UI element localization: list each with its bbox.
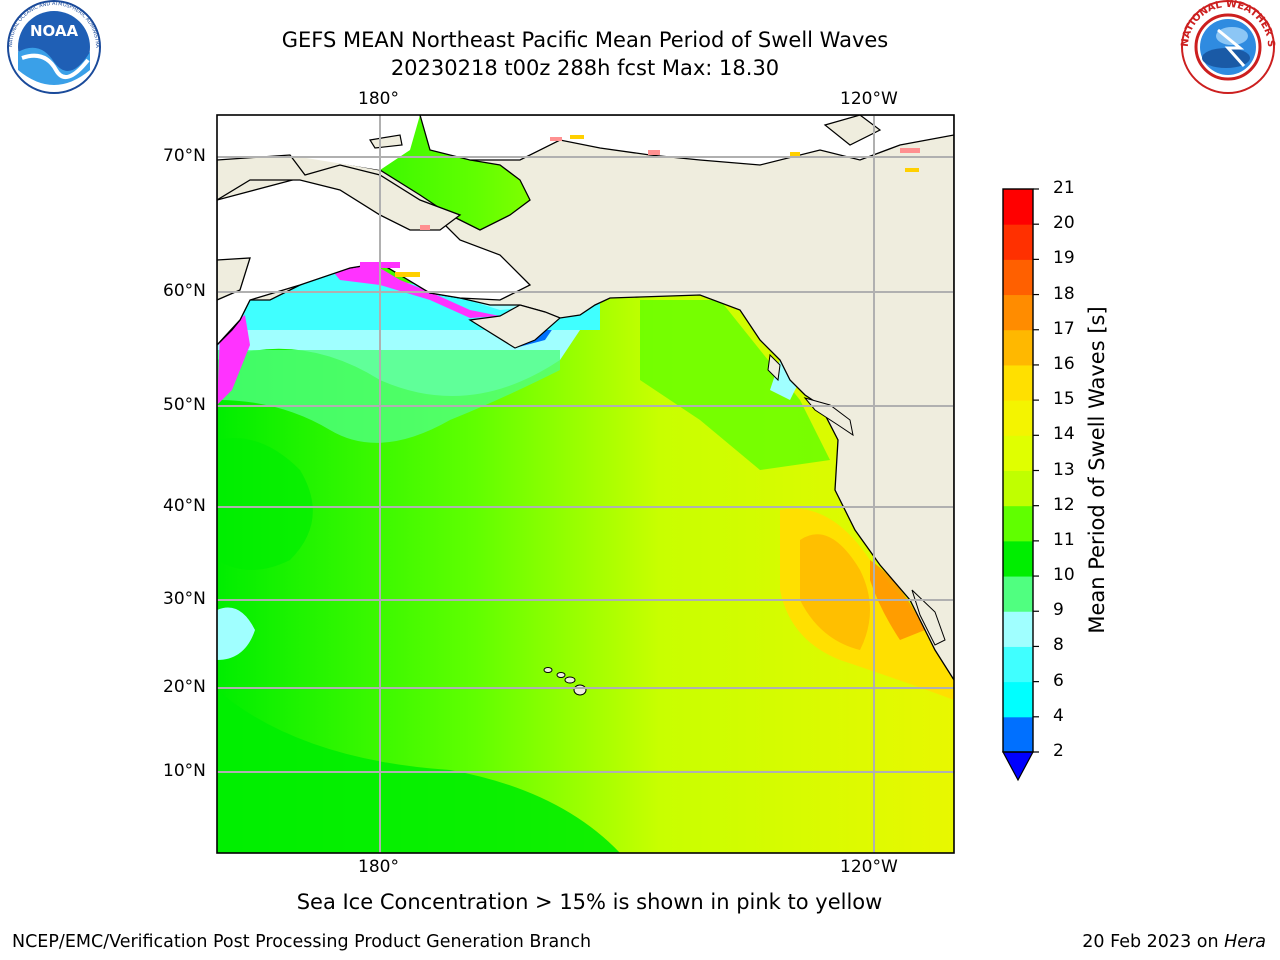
baja-california — [911, 589, 946, 646]
colorbar-tick-label: 2 — [1053, 741, 1064, 761]
colorbar-segment — [1003, 435, 1033, 471]
arctic-ocean — [419, 115, 954, 166]
lon-label-top-120w: 120°W — [840, 89, 898, 109]
lat-label-20n: 20°N — [163, 677, 206, 697]
colorbar-extension — [1001, 751, 1035, 782]
colorbar-segment — [1003, 470, 1033, 507]
swell-field — [217, 262, 954, 853]
colorbar-segment — [1003, 540, 1033, 577]
colorbar-segment — [1003, 294, 1033, 331]
lon-label-top-180: 180° — [358, 89, 399, 109]
colorbar-tick-label: 13 — [1053, 459, 1075, 480]
colorbar-segment — [1003, 400, 1033, 436]
lon-label-bottom-180: 180° — [358, 857, 399, 877]
footer-branch: NCEP/EMC/Verification Post Processing Pr… — [12, 932, 592, 952]
colorbar-segment — [1003, 716, 1033, 753]
colorbar-tick-label: 14 — [1053, 424, 1075, 445]
land-chukotka — [217, 154, 462, 231]
colorbar-segment — [1003, 646, 1033, 683]
colorbar-tick-label: 17 — [1053, 318, 1075, 339]
noaa-logo: NOAA NATIONAL OCEANIC AND ATMOSPHERIC AD… — [0, 0, 101, 94]
colorbar-segment — [1003, 364, 1033, 401]
colorbar-segment — [1003, 681, 1033, 718]
colorbar-tick-label: 19 — [1053, 248, 1075, 269]
colorbar-segment — [1003, 611, 1033, 647]
map-subtitle: 20230218 t00z 288h fcst Max: 18.30 — [390, 56, 780, 80]
colorbar-tick-label: 18 — [1053, 283, 1075, 304]
lat-label-50n: 50°N — [163, 395, 206, 415]
map-title: GEFS MEAN Northeast Pacific Mean Period … — [281, 28, 889, 52]
colorbar-segment — [1003, 576, 1033, 612]
lat-label-60n: 60°N — [163, 281, 206, 301]
colorbar-tick-label: 12 — [1053, 494, 1075, 515]
map-frame — [216, 114, 955, 854]
alaska-peninsula — [468, 304, 562, 349]
colorbar-tick-label: 10 — [1053, 565, 1075, 586]
lat-label-70n: 70°N — [163, 146, 206, 166]
map-area — [217, 115, 954, 853]
colorbar-tick-label: 16 — [1053, 353, 1075, 374]
colorbar-tick-label: 8 — [1053, 635, 1064, 656]
noaa-logo-text: NOAA — [30, 22, 79, 40]
colorbar-tick-label: 9 — [1053, 600, 1064, 621]
lon-label-bottom-120w: 120°W — [840, 857, 898, 877]
colorbar-segment — [1003, 329, 1033, 366]
sea-ice-caption: Sea Ice Concentration > 15% is shown in … — [296, 890, 883, 914]
colorbar-label: Mean Period of Swell Waves [s] — [1085, 306, 1109, 634]
graticule — [217, 115, 954, 853]
colorbar — [1001, 188, 1039, 782]
lat-label-30n: 30°N — [163, 589, 206, 609]
nws-logo: NATIONAL WEATHER SERVICE — [0, 0, 1276, 94]
colorbar-segment — [1003, 259, 1033, 296]
colorbar-tick-label: 4 — [1053, 705, 1064, 726]
lat-label-10n: 10°N — [163, 761, 206, 781]
colorbar-tick-label: 15 — [1053, 389, 1075, 410]
footer-date: 20 Feb 2023 on Hera — [1082, 932, 1266, 952]
colorbar-segment — [1003, 224, 1033, 260]
colorbar-segment — [1003, 189, 1033, 225]
footer-host: Hera — [1224, 932, 1266, 952]
lat-label-40n: 40°N — [163, 496, 206, 516]
colorbar-tick-label: 21 — [1053, 178, 1075, 198]
land-kamchatka — [217, 257, 251, 301]
colorbar-tick-label: 20 — [1053, 213, 1075, 234]
colorbar-tick-label: 6 — [1053, 670, 1064, 691]
svg-text:NATIONAL WEATHER SERVICE: NATIONAL WEATHER SERVICE — [0, 0, 1276, 48]
colorbar-tick-label: 11 — [1053, 529, 1075, 550]
footer-date-text: 20 Feb 2023 on — [1082, 932, 1225, 952]
colorbar-segment — [1003, 505, 1033, 542]
